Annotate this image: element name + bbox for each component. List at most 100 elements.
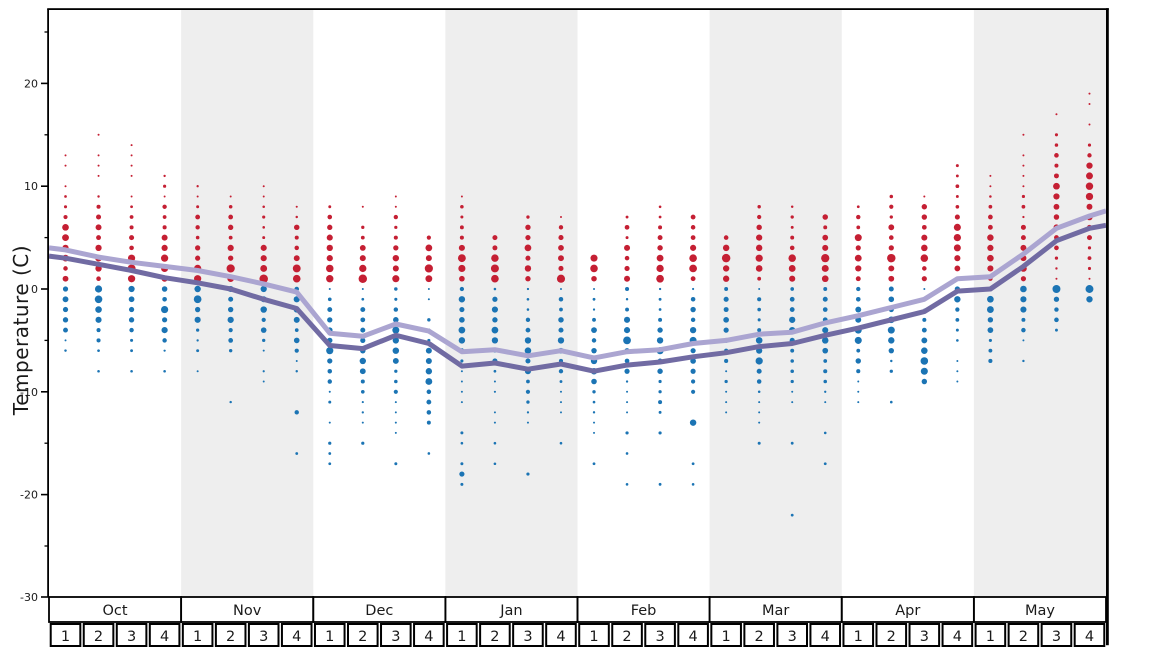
min-temp-dot [394, 401, 397, 404]
min-temp-dot [360, 389, 365, 394]
week-cell [875, 623, 908, 647]
min-temp-dot [327, 317, 333, 323]
max-temp-dot [1088, 92, 1091, 95]
top-spine [47, 8, 1109, 10]
max-temp-dot [955, 174, 959, 178]
min-temp-dot [1020, 306, 1027, 313]
min-temp-dot [824, 401, 827, 404]
min-temp-dot [626, 411, 629, 414]
min-temp-dot [658, 379, 662, 384]
max-temp-dot [130, 164, 133, 167]
min-temp-dot [890, 359, 893, 363]
max-temp-dot [294, 235, 299, 240]
max-temp-dot [63, 266, 68, 271]
min-temp-dot [525, 317, 531, 323]
min-temp-outlier-dot [493, 462, 497, 466]
min-temp-dot [559, 380, 563, 383]
max-temp-dot [162, 215, 167, 219]
min-temp-dot [593, 421, 596, 424]
max-temp-dot [690, 276, 696, 282]
min-temp-dot [493, 411, 496, 414]
max-temp-dot [755, 265, 763, 272]
min-temp-outlier-dot [427, 452, 431, 455]
min-temp-dot [526, 400, 530, 404]
min-temp-dot [493, 380, 496, 383]
max-temp-dot [326, 264, 334, 273]
min-temp-dot [625, 286, 630, 292]
max-temp-dot [989, 174, 992, 177]
min-temp-dot [194, 316, 201, 323]
min-temp-dot [458, 296, 466, 303]
week-cell [743, 623, 775, 647]
max-temp-dot [1054, 153, 1059, 158]
min-temp-dot [425, 378, 433, 385]
min-temp-dot [725, 401, 728, 404]
max-temp-dot [262, 236, 266, 240]
max-temp-dot [789, 245, 795, 251]
min-temp-dot [592, 400, 596, 404]
min-temp-dot [591, 338, 597, 343]
week-cell [974, 623, 1007, 647]
week-cell [214, 623, 247, 647]
min-temp-dot [889, 369, 893, 373]
min-temp-dot [458, 326, 466, 334]
min-temp-dot [559, 401, 562, 404]
max-temp-dot [262, 205, 265, 209]
max-temp-dot [1085, 172, 1093, 180]
month-label: Mar [762, 603, 789, 619]
max-temp-dot [458, 244, 465, 251]
week-label: 4 [160, 629, 169, 645]
min-temp-dot [128, 317, 135, 323]
max-temp-dot [62, 223, 69, 231]
max-temp-dot [1054, 133, 1059, 137]
max-temp-dot [987, 244, 994, 251]
max-temp-dot [163, 195, 166, 198]
max-temp-dot [129, 235, 135, 241]
min-temp-dot [62, 296, 69, 303]
month-band-nov [181, 10, 314, 597]
max-temp-dot [920, 254, 929, 262]
max-temp-dot [295, 215, 298, 219]
max-temp-dot [328, 205, 332, 209]
min-temp-dot [921, 337, 928, 344]
min-temp-dot [557, 337, 565, 344]
max-temp-dot [162, 204, 167, 209]
max-temp-dot [1086, 203, 1093, 210]
max-temp-dot [64, 195, 67, 198]
min-temp-outlier-dot [691, 483, 695, 486]
week-cell [644, 623, 676, 647]
min-temp-dot [690, 348, 696, 354]
min-temp-dot [162, 296, 167, 302]
max-temp-dot [921, 276, 927, 282]
min-temp-dot [690, 368, 696, 374]
month-label: Oct [103, 603, 128, 619]
max-temp-dot [756, 224, 762, 231]
min-temp-dot [360, 327, 366, 333]
min-temp-dot [887, 326, 895, 334]
min-temp-dot [956, 339, 959, 342]
max-temp-dot [96, 214, 102, 220]
min-temp-dot [394, 287, 398, 291]
min-temp-dot [525, 358, 531, 364]
min-temp-dot [888, 347, 894, 354]
min-temp-dot [394, 297, 398, 301]
max-temp-dot [921, 234, 928, 241]
max-temp-dot [921, 204, 928, 210]
min-temp-dot [63, 327, 68, 333]
min-temp-dot [790, 287, 795, 291]
min-temp-dot [492, 317, 498, 323]
max-temp-dot [1085, 182, 1094, 190]
max-temp-dot [822, 214, 828, 220]
min-temp-dot [658, 317, 663, 322]
min-temp-dot [327, 307, 333, 313]
min-temp-dot [525, 327, 531, 333]
min-temp-dot [359, 368, 366, 375]
max-temp-dot [359, 264, 367, 273]
min-temp-dot [97, 349, 100, 353]
max-temp-dot [492, 245, 498, 251]
min-temp-dot [493, 287, 497, 291]
min-temp-dot [95, 316, 102, 323]
min-temp-dot [725, 411, 728, 414]
min-temp-dot [690, 317, 696, 323]
